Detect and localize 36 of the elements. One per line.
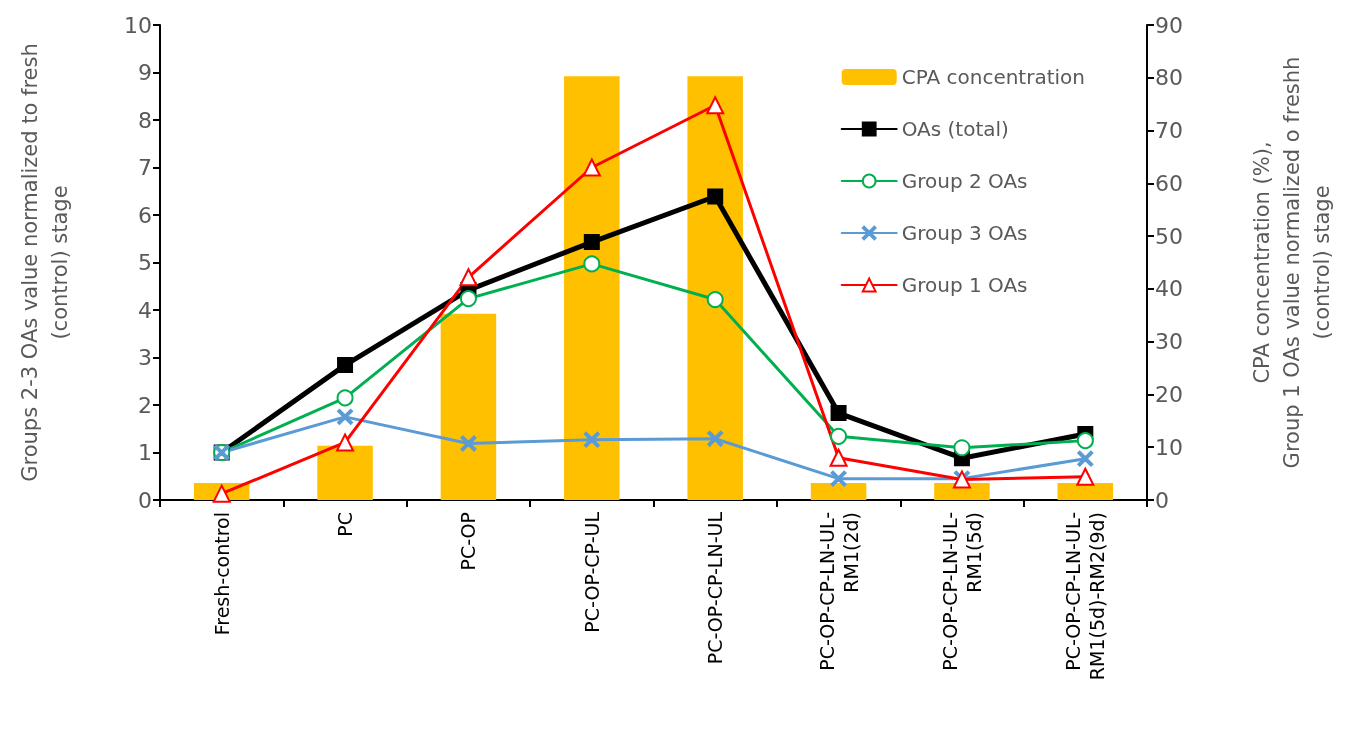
y2-tick-label: 30 — [1155, 329, 1183, 355]
y2-tick-label: 60 — [1155, 170, 1183, 196]
legend-label: Group 1 OAs — [901, 273, 1028, 297]
y2-tick-label: 40 — [1155, 276, 1183, 302]
y-tick-label: 2 — [138, 392, 152, 418]
x-tick-label: PC-OP-CP-LN-UL-RM1(2d) — [815, 512, 862, 671]
y-tick-label: 8 — [138, 107, 152, 133]
y-tick-label: 1 — [138, 440, 152, 465]
y-tick-label: 5 — [138, 250, 152, 275]
legend-label: Group 2 OAs — [901, 169, 1028, 193]
legend-label: OAs (total) — [901, 117, 1009, 141]
y-tick-label: 10 — [124, 12, 152, 38]
x-tick-label: PC-OP-CP-LN-UL-RM1(5d) — [938, 512, 985, 671]
y2-axis-title: CPA concentration (%), Group 1 OAs value normalized o freshh (control) stage — [1250, 56, 1334, 469]
y-tick-label: 7 — [138, 155, 152, 180]
y2-tick-label: 20 — [1155, 381, 1183, 407]
y2-tick-label: 70 — [1155, 118, 1183, 144]
y2-tick-label: 90 — [1155, 12, 1183, 38]
y-axis-title: Groups 2-3 OAs value normalized to fresh (control) stage — [18, 43, 72, 482]
x-tick-label: PC-OP-CP-LN-UL — [704, 511, 727, 665]
y2-tick-label: 80 — [1155, 65, 1183, 91]
x-tick-label: PC-OP — [457, 512, 480, 571]
legend-label: CPA concentration — [901, 65, 1086, 89]
y-tick-label: 9 — [138, 60, 152, 85]
x-tick-label: PC-OP-CP-LN-UL-RM1(5d)-RM2(9d) — [1062, 512, 1109, 681]
y-tick-label: 6 — [138, 202, 152, 228]
x-tick-label: PC-OP-CP-UL — [580, 511, 603, 633]
y-tick-label: 0 — [138, 487, 152, 513]
y-tick-label: 3 — [138, 345, 152, 370]
y-tick-label: 4 — [138, 297, 152, 323]
legend-label: Group 3 OAs — [901, 221, 1028, 245]
y2-tick-label: 10 — [1155, 434, 1183, 460]
x-tick-label: Fresh-control — [210, 512, 233, 636]
y2-tick-label: 50 — [1155, 223, 1183, 249]
x-tick-label: PC — [334, 512, 357, 537]
y2-tick-label: 0 — [1155, 487, 1169, 513]
